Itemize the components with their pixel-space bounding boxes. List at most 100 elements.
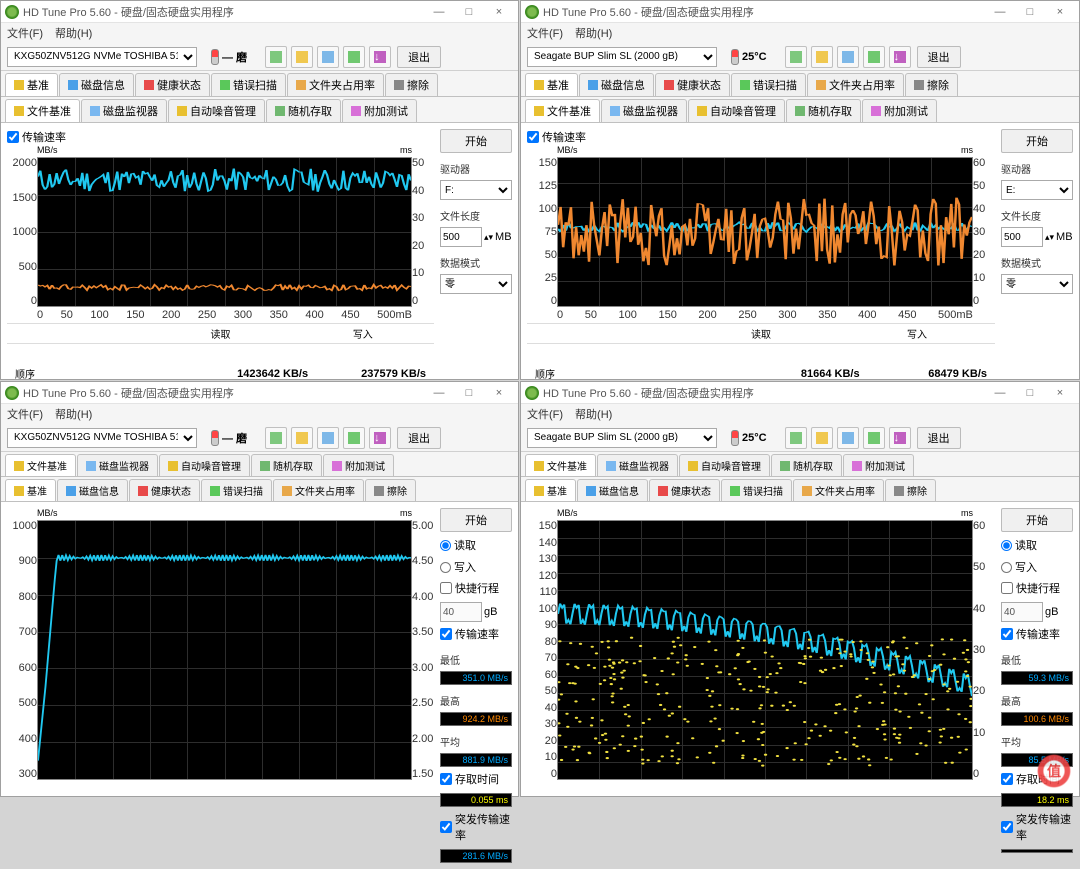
tab[interactable]: 擦除 xyxy=(885,479,936,501)
tab[interactable]: 磁盘信息 xyxy=(57,479,128,501)
tab-磁盘监视器[interactable]: 磁盘监视器 xyxy=(81,99,167,122)
short-check[interactable]: 快捷行程 xyxy=(1001,580,1073,596)
tab-擦除[interactable]: 擦除 xyxy=(905,73,958,96)
length-input[interactable] xyxy=(440,227,482,247)
tab-随机存取[interactable]: 随机存取 xyxy=(266,99,341,122)
toolbar-button[interactable] xyxy=(265,427,287,449)
rate-check[interactable]: 传输速率 xyxy=(1001,626,1073,642)
max-button[interactable]: □ xyxy=(1015,2,1045,22)
close-button[interactable]: × xyxy=(1045,2,1075,22)
toolbar-button[interactable] xyxy=(343,46,365,68)
burst-check[interactable]: 突发传输速率 xyxy=(440,811,512,843)
tab-文件基准[interactable]: 文件基准 xyxy=(525,99,600,122)
start-button[interactable]: 开始 xyxy=(440,129,512,153)
tab-文件夹占用率[interactable]: 文件夹占用率 xyxy=(807,73,904,96)
close-button[interactable]: × xyxy=(484,383,514,403)
drive-select[interactable]: Seagate BUP Slim SL (2000 gB) xyxy=(527,428,717,448)
toolbar-button[interactable] xyxy=(837,46,859,68)
menu-file[interactable]: 文件(F) xyxy=(7,406,43,422)
menu-file[interactable]: 文件(F) xyxy=(527,25,563,41)
toolbar-button[interactable] xyxy=(265,46,287,68)
tab-磁盘监视器[interactable]: 磁盘监视器 xyxy=(601,99,687,122)
tab[interactable]: 健康状态 xyxy=(129,479,200,501)
write-radio[interactable]: 写入 xyxy=(1001,559,1073,575)
tab[interactable]: 擦除 xyxy=(365,479,416,501)
tab[interactable]: 基准 xyxy=(525,479,576,501)
tab-附加测试[interactable]: 附加测试 xyxy=(862,99,937,122)
length-input[interactable] xyxy=(1001,227,1043,247)
tab-磁盘信息[interactable]: 磁盘信息 xyxy=(579,73,654,96)
tab[interactable]: 附加测试 xyxy=(323,454,394,476)
read-radio[interactable]: 读取 xyxy=(1001,537,1073,553)
mode-select[interactable]: 零 xyxy=(1001,274,1073,294)
drive-letter-select[interactable]: F: xyxy=(440,180,512,200)
tab[interactable]: 自动噪音管理 xyxy=(679,454,770,476)
exit-button[interactable]: 退出 xyxy=(917,46,961,68)
toolbar-button[interactable] xyxy=(343,427,365,449)
menu-help[interactable]: 帮助(H) xyxy=(55,25,92,41)
read-radio[interactable]: 读取 xyxy=(440,537,512,553)
min-button[interactable]: — xyxy=(424,2,454,22)
exit-button[interactable]: 退出 xyxy=(397,427,441,449)
tab[interactable]: 磁盘监视器 xyxy=(77,454,158,476)
drive-select[interactable]: Seagate BUP Slim SL (2000 gB) xyxy=(527,47,717,67)
toolbar-button[interactable] xyxy=(863,46,885,68)
toolbar-button[interactable] xyxy=(811,46,833,68)
menu-help[interactable]: 帮助(H) xyxy=(575,406,612,422)
toolbar-button[interactable] xyxy=(837,427,859,449)
tab-自动噪音管理[interactable]: 自动噪音管理 xyxy=(168,99,265,122)
drive-select[interactable]: KXG50ZNV512G NVMe TOSHIBA 512GB (512 gB) xyxy=(7,428,197,448)
toolbar-button[interactable] xyxy=(291,46,313,68)
tab-错误扫描[interactable]: 错误扫描 xyxy=(731,73,806,96)
tab-自动噪音管理[interactable]: 自动噪音管理 xyxy=(688,99,785,122)
mode-select[interactable]: 零 xyxy=(440,274,512,294)
min-button[interactable]: — xyxy=(424,383,454,403)
exit-button[interactable]: 退出 xyxy=(397,46,441,68)
toolbar-button[interactable] xyxy=(863,427,885,449)
tab[interactable]: 错误扫描 xyxy=(201,479,272,501)
rate-check[interactable]: 传输速率 xyxy=(440,626,512,642)
access-check[interactable]: 存取时间 xyxy=(440,771,512,787)
transfer-rate-check[interactable]: 传输速率 xyxy=(527,129,995,145)
toolbar-button[interactable] xyxy=(317,46,339,68)
tab[interactable]: 附加测试 xyxy=(843,454,914,476)
toolbar-button[interactable]: ↓ xyxy=(889,46,911,68)
tab[interactable]: 自动噪音管理 xyxy=(159,454,250,476)
short-check[interactable]: 快捷行程 xyxy=(440,580,512,596)
drive-letter-select[interactable]: E: xyxy=(1001,180,1073,200)
tab-错误扫描[interactable]: 错误扫描 xyxy=(211,73,286,96)
tab[interactable]: 错误扫描 xyxy=(721,479,792,501)
tab-文件夹占用率[interactable]: 文件夹占用率 xyxy=(287,73,384,96)
tab-附加测试[interactable]: 附加测试 xyxy=(342,99,417,122)
min-button[interactable]: — xyxy=(985,2,1015,22)
tab-基准[interactable]: 基准 xyxy=(5,73,58,96)
max-button[interactable]: □ xyxy=(454,383,484,403)
close-button[interactable]: × xyxy=(1045,383,1075,403)
tab[interactable]: 磁盘监视器 xyxy=(597,454,678,476)
tab-随机存取[interactable]: 随机存取 xyxy=(786,99,861,122)
toolbar-button[interactable] xyxy=(785,427,807,449)
tab[interactable]: 随机存取 xyxy=(251,454,322,476)
toolbar-button[interactable] xyxy=(317,427,339,449)
tab-基准[interactable]: 基准 xyxy=(525,73,578,96)
tab[interactable]: 文件夹占用率 xyxy=(793,479,884,501)
menu-file[interactable]: 文件(F) xyxy=(7,25,43,41)
toolbar-button[interactable]: ↓ xyxy=(369,46,391,68)
menu-file[interactable]: 文件(F) xyxy=(527,406,563,422)
drive-select[interactable]: KXG50ZNV512G NVMe TOSHIBA 512GB (512 gB) xyxy=(7,47,197,67)
transfer-rate-check[interactable]: 传输速率 xyxy=(7,129,434,145)
tab[interactable]: 健康状态 xyxy=(649,479,720,501)
tab-健康状态[interactable]: 健康状态 xyxy=(135,73,210,96)
burst-check[interactable]: 突发传输速率 xyxy=(1001,811,1073,843)
toolbar-button[interactable] xyxy=(785,46,807,68)
start-button[interactable]: 开始 xyxy=(1001,129,1073,153)
start-button[interactable]: 开始 xyxy=(1001,508,1073,532)
tab[interactable]: 随机存取 xyxy=(771,454,842,476)
tab[interactable]: 文件夹占用率 xyxy=(273,479,364,501)
toolbar-button[interactable] xyxy=(811,427,833,449)
menu-help[interactable]: 帮助(H) xyxy=(55,406,92,422)
exit-button[interactable]: 退出 xyxy=(917,427,961,449)
start-button[interactable]: 开始 xyxy=(440,508,512,532)
menu-help[interactable]: 帮助(H) xyxy=(575,25,612,41)
tab-文件基准[interactable]: 文件基准 xyxy=(5,99,80,122)
